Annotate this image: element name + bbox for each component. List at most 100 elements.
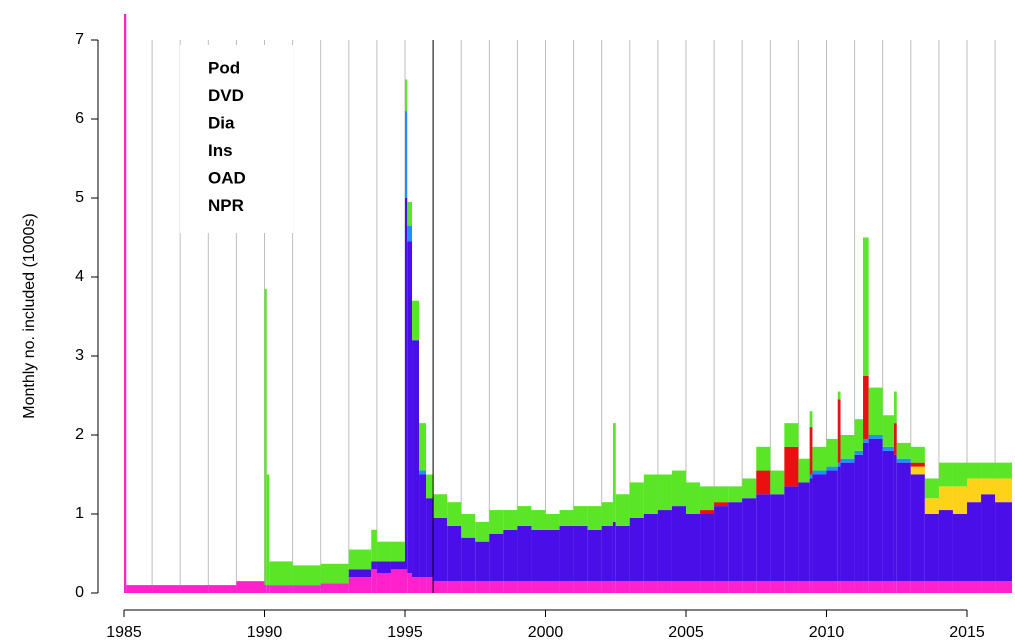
bar-segment (407, 201, 413, 226)
bar-segment (601, 502, 613, 526)
bar-segment (629, 482, 644, 518)
bar-segment (938, 462, 953, 487)
bar-segment (798, 581, 810, 593)
bar-segment (643, 514, 658, 582)
bar-segment (938, 510, 953, 582)
bar-segment (390, 561, 405, 570)
bar-segment (269, 561, 293, 586)
bar-segment (952, 462, 967, 487)
bar-segment (407, 241, 413, 574)
bar-segment (756, 446, 771, 471)
bar-segment (938, 581, 953, 593)
bar-segment (826, 470, 838, 582)
bar-segment (910, 581, 925, 593)
bar-segment (671, 470, 686, 507)
bar-segment (461, 581, 476, 593)
bar-segment (405, 79, 408, 112)
bar-segment (475, 521, 490, 542)
bar-segment (728, 486, 743, 503)
bar-segment (320, 583, 349, 593)
bar-segment (809, 411, 813, 428)
bar-segment (461, 537, 476, 582)
bar-segment (714, 502, 729, 507)
bar-segment (809, 581, 813, 593)
bar-segment (559, 581, 574, 593)
bar-segment (601, 581, 613, 593)
bar-segment (893, 391, 897, 424)
bar-segment (756, 581, 771, 593)
bar-segment (910, 474, 925, 582)
bar-segment (371, 569, 377, 593)
bar-segment (868, 435, 883, 439)
bar-segment (180, 585, 209, 593)
bar-segment (896, 462, 911, 582)
y-tick-label: 3 (75, 347, 84, 364)
x-tick-label: 1995 (387, 624, 423, 640)
bar-segment (967, 478, 982, 503)
bar-segment (863, 442, 869, 582)
bar-segment (612, 581, 616, 593)
bar-segment (433, 517, 448, 582)
bar-segment (981, 478, 996, 495)
bar-segment (714, 581, 729, 593)
bar-segment (840, 462, 855, 582)
bar-segment (882, 581, 894, 593)
bar-segment (728, 502, 743, 582)
bar-segment (348, 569, 372, 578)
x-tick-label: 1985 (106, 624, 142, 640)
bar-segment (770, 470, 785, 495)
bar-segment (573, 525, 588, 582)
bar-segment (573, 506, 588, 526)
bar-segment (686, 581, 701, 593)
bar-segment (967, 462, 982, 479)
bar-segment (882, 450, 894, 582)
bar-segment (826, 438, 838, 467)
bar-segment (643, 474, 658, 514)
bar-segment (742, 478, 757, 499)
bar-segment (837, 462, 841, 467)
bar-segment (517, 581, 532, 593)
bar-segment (419, 423, 427, 471)
bar-segment (489, 533, 504, 582)
bar-segment (236, 581, 265, 593)
bar-segment (615, 525, 630, 582)
bar-segment (840, 458, 855, 463)
x-tick-label: 2010 (809, 624, 845, 640)
bar-segment (320, 563, 349, 584)
bar-segment (784, 423, 799, 447)
bar-segment (371, 561, 377, 570)
bar-segment (447, 581, 462, 593)
bar-segment (405, 198, 408, 570)
bar-segment (742, 581, 757, 593)
bar-segment (559, 525, 574, 582)
bar-segment (264, 288, 267, 586)
bar-segment (489, 510, 504, 534)
bar-segment (952, 514, 967, 582)
bar-segment (503, 529, 518, 582)
bar-segment (348, 549, 372, 570)
bar-segment (573, 581, 588, 593)
bar-segment (863, 438, 869, 443)
bar-segment (412, 300, 420, 341)
bar-segment (924, 498, 939, 514)
bar-segment (208, 585, 237, 593)
bar-segment (896, 442, 911, 459)
bar-segment (545, 581, 560, 593)
bar-segment (826, 466, 838, 471)
bar-segment (412, 577, 420, 593)
bar-segment (924, 581, 939, 593)
bar-segment (412, 340, 420, 578)
bar-segment (700, 486, 715, 511)
y-axis-title: Monthly no. included (1000s) (21, 213, 38, 418)
bar-segment (784, 446, 799, 487)
bar-segment (407, 573, 413, 593)
bar-segment (503, 510, 518, 530)
bar-segment (643, 581, 658, 593)
bar-segment (390, 541, 405, 562)
y-tick-label: 4 (75, 268, 84, 285)
bar-segment (910, 466, 925, 475)
bar-segment (531, 510, 546, 530)
bar-segment (124, 14, 127, 593)
bar-segment (292, 585, 321, 593)
y-tick-label: 7 (75, 31, 84, 48)
